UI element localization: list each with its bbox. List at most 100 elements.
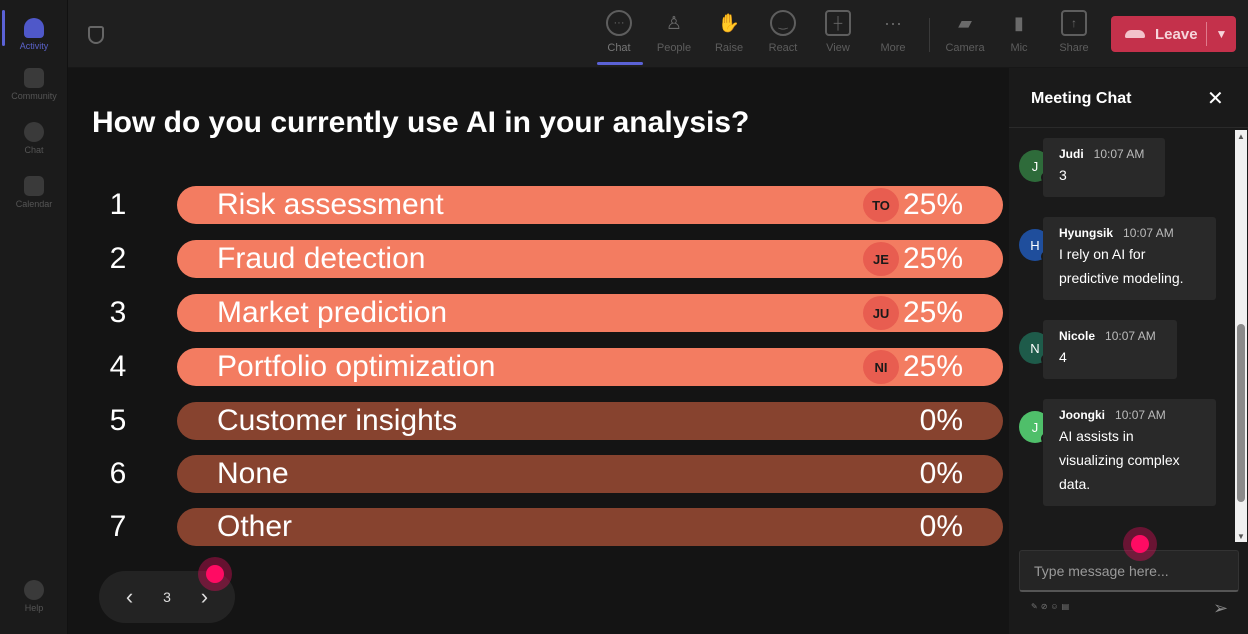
option-bar[interactable]: Portfolio optimization NI 25% bbox=[177, 348, 1003, 386]
more-button[interactable]: ··· More bbox=[867, 10, 919, 62]
leave-label: Leave bbox=[1155, 25, 1198, 43]
poll-title: How do you currently use AI in your anal… bbox=[92, 106, 750, 139]
send-icon[interactable]: ➢ bbox=[1213, 598, 1229, 618]
option-percent: 25% bbox=[902, 242, 963, 275]
chat-title: Meeting Chat bbox=[1031, 90, 1132, 107]
leave-main[interactable]: Leave bbox=[1111, 16, 1206, 52]
format-toolbar[interactable]: ✎⊘☺▤ bbox=[1031, 602, 1073, 611]
toolbar-divider bbox=[929, 18, 930, 52]
option-bar[interactable]: None 0% bbox=[177, 455, 1003, 493]
voter-avatar: NI bbox=[863, 350, 899, 384]
sender-name: Hyungsik bbox=[1059, 226, 1114, 240]
message-text: I rely on AI for predictive modeling. bbox=[1059, 246, 1184, 286]
chat-scrollbar[interactable]: ▲ ▼ bbox=[1235, 130, 1247, 542]
people-icon: ♙ bbox=[665, 12, 683, 33]
rail-item-activity[interactable]: Activity bbox=[0, 8, 68, 60]
camera-button[interactable]: ▰ Camera bbox=[939, 10, 991, 62]
rail-item-community[interactable]: Community bbox=[0, 58, 68, 110]
poll-option[interactable]: 2 Fraud detection JE 25% bbox=[92, 240, 1004, 278]
message-bubble: Joongki 10:07 AM AI assists in visualizin… bbox=[1043, 399, 1216, 506]
message-bubble: Judi 10:07 AM 3 bbox=[1043, 138, 1165, 197]
message-compose-box[interactable] bbox=[1019, 550, 1239, 592]
poll-option[interactable]: 1 Risk assessment TO 25% bbox=[92, 186, 1004, 224]
toolbar-button-label: Mic bbox=[1010, 42, 1028, 54]
toolbar-button-label: More bbox=[880, 42, 906, 54]
option-label: Customer insights bbox=[217, 404, 458, 437]
toolbar-button-label: View bbox=[826, 42, 850, 54]
option-bar[interactable]: Market prediction JU 25% bbox=[177, 294, 1003, 332]
voter-avatar: JU bbox=[863, 296, 899, 330]
chat-header: Meeting Chat ✕ bbox=[1009, 68, 1248, 128]
raise-hand-button[interactable]: ✋ Raise bbox=[703, 10, 755, 62]
option-bar[interactable]: Customer insights 0% bbox=[177, 402, 1003, 440]
option-label: None bbox=[217, 457, 289, 490]
option-percent: 0% bbox=[919, 457, 963, 490]
rail-item-label: Community bbox=[11, 90, 57, 101]
voter-avatar: TO bbox=[863, 188, 899, 222]
message-time: 10:07 AM bbox=[1105, 329, 1156, 343]
message-time: 10:07 AM bbox=[1123, 226, 1174, 240]
option-label: Fraud detection bbox=[217, 242, 426, 275]
poll-option[interactable]: 6 None 0% bbox=[92, 455, 1004, 493]
option-label: Other bbox=[217, 510, 293, 543]
people-button[interactable]: ♙ People bbox=[648, 10, 700, 62]
scroll-up-icon[interactable]: ▲ bbox=[1237, 132, 1245, 141]
rail-item-chat[interactable]: Chat bbox=[0, 112, 68, 164]
chat-icon: ··· bbox=[606, 10, 632, 36]
chat-icon bbox=[24, 121, 44, 142]
camera-off-icon: ▰ bbox=[958, 12, 972, 33]
click-indicator bbox=[206, 565, 224, 583]
react-button[interactable]: ‿ React bbox=[757, 10, 809, 62]
active-tab-indicator bbox=[597, 62, 643, 65]
toolbar-button-label: Camera bbox=[945, 42, 985, 54]
option-number: 1 bbox=[109, 188, 127, 221]
share-icon: ↑ bbox=[1061, 10, 1087, 36]
message-text: 3 bbox=[1059, 167, 1067, 183]
mic-icon: ▮ bbox=[1014, 12, 1024, 33]
shield-icon[interactable] bbox=[88, 26, 104, 44]
view-button[interactable]: ┼ View bbox=[812, 10, 864, 62]
hangup-icon bbox=[1125, 30, 1145, 38]
option-number: 2 bbox=[109, 242, 127, 275]
toolbar-button-label: React bbox=[768, 42, 798, 54]
poll-option[interactable]: 4 Portfolio optimization NI 25% bbox=[92, 348, 1004, 386]
close-icon[interactable]: ✕ bbox=[1207, 88, 1224, 110]
poll-option[interactable]: 5 Customer insights 0% bbox=[92, 402, 1004, 440]
chevron-down-icon[interactable]: ▼ bbox=[1215, 27, 1228, 41]
hand-icon: ✋ bbox=[717, 12, 741, 33]
chevron-right-icon[interactable]: › bbox=[200, 584, 209, 609]
option-percent: 0% bbox=[919, 510, 963, 543]
chat-button[interactable]: ··· Chat bbox=[593, 10, 645, 62]
message-time: 10:07 AM bbox=[1093, 147, 1145, 161]
option-bar[interactable]: Other 0% bbox=[177, 508, 1003, 546]
grid-icon: ┼ bbox=[825, 10, 851, 36]
community-icon bbox=[24, 67, 44, 88]
scroll-thumb[interactable] bbox=[1237, 324, 1245, 502]
message-bubble: Nicole 10:07 AM 4 bbox=[1043, 320, 1177, 379]
rail-item-help[interactable]: Help bbox=[0, 570, 68, 622]
poll-stage: How do you currently use AI in your anal… bbox=[68, 68, 1009, 634]
option-percent: 25% bbox=[902, 296, 963, 329]
option-bar[interactable]: Risk assessment TO 25% bbox=[177, 186, 1003, 224]
voter-avatar: JE bbox=[863, 242, 899, 276]
mic-button[interactable]: ▮ Mic bbox=[993, 10, 1045, 62]
option-label: Portfolio optimization bbox=[217, 350, 496, 383]
rail-item-calendar[interactable]: Calendar bbox=[0, 166, 68, 218]
poll-option[interactable]: 3 Market prediction JU 25% bbox=[92, 294, 1004, 332]
slide-pager: ‹ 3 › bbox=[99, 571, 235, 623]
help-icon bbox=[24, 579, 44, 600]
avatar-initial: N bbox=[1030, 340, 1040, 356]
option-number: 7 bbox=[109, 510, 127, 543]
option-bar[interactable]: Fraud detection JE 25% bbox=[177, 240, 1003, 278]
chevron-left-icon[interactable]: ‹ bbox=[125, 584, 134, 609]
option-percent: 0% bbox=[919, 404, 963, 437]
message-input[interactable] bbox=[1034, 563, 1224, 579]
message-time: 10:07 AM bbox=[1115, 408, 1166, 422]
scroll-down-icon[interactable]: ▼ bbox=[1237, 532, 1245, 541]
share-button[interactable]: ↑ Share bbox=[1048, 10, 1100, 62]
more-icon: ··· bbox=[884, 12, 902, 33]
option-label: Market prediction bbox=[217, 296, 448, 329]
leave-button[interactable]: Leave ▼ bbox=[1111, 16, 1236, 52]
poll-option[interactable]: 7 Other 0% bbox=[92, 508, 1004, 546]
option-number: 6 bbox=[109, 457, 127, 490]
